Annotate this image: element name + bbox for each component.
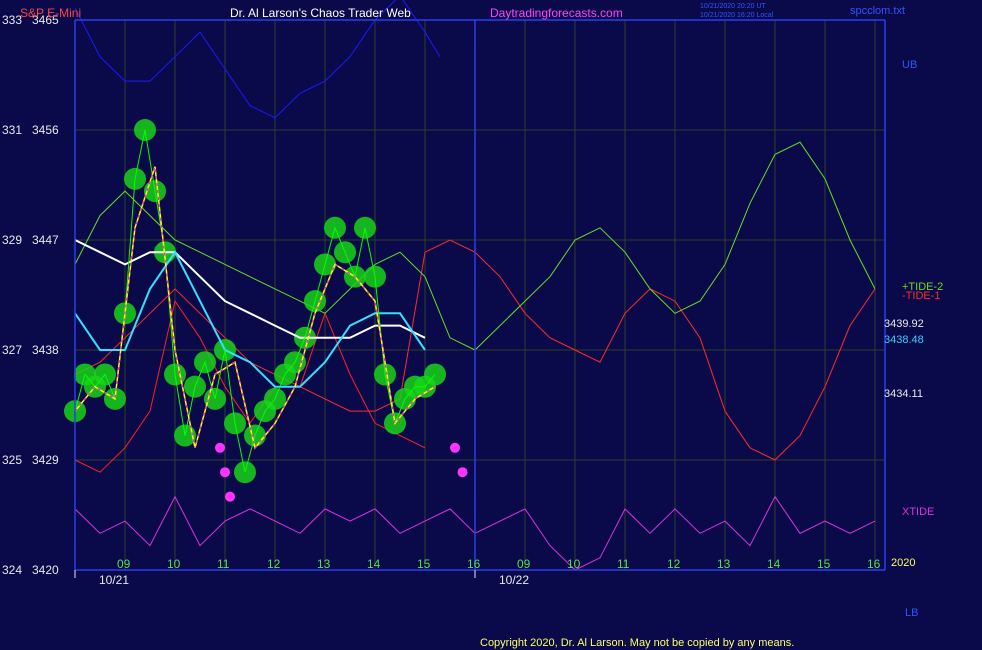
x-tick-label: 15 [817, 557, 831, 571]
year-label: 2020 [891, 557, 915, 569]
data-file-label: spcclom.txt [850, 5, 905, 17]
low-marker-dot [220, 467, 230, 478]
x-tick-label: 16 [867, 557, 881, 571]
series-line-upper-band [74, 0, 441, 119]
x-tick-label: 11 [217, 557, 230, 571]
x-tick-label: 11 [617, 557, 630, 571]
chart-title: Dr. Al Larson's Chaos Trader Web [230, 6, 411, 20]
low-marker-dot [215, 442, 225, 453]
series-line-price [74, 129, 436, 473]
x-tick-label: 10 [167, 557, 181, 571]
series-line-moving-average-long [74, 239, 426, 339]
x-tick-label: 13 [717, 557, 731, 571]
x-tick-label: 14 [767, 557, 781, 571]
timestamp-local: 10/21/2020 16:20 Local [700, 12, 774, 19]
x-tick-label: 12 [267, 557, 281, 571]
x-tick-label: 14 [367, 557, 381, 571]
value-label-2: 3438.48 [884, 334, 924, 346]
price-lines [74, 129, 436, 473]
series-line-smooth-overlay [74, 166, 436, 449]
series-line-moving-average-short [74, 250, 426, 388]
x-tick-label: 10 [567, 557, 581, 571]
lb-label: LB [905, 607, 918, 619]
value-label-3: 3434.11 [884, 388, 923, 400]
x-tick-label: 15 [417, 557, 431, 571]
y-tick-label-left: 325 [2, 453, 22, 467]
site-link[interactable]: Daytradingforecasts.com [490, 6, 623, 20]
y-tick-label-right: 3465 [32, 13, 59, 27]
copyright-notice: Copyright 2020, Dr. Al Larson. May not b… [480, 637, 794, 649]
tide1-label: -TIDE-1 [902, 290, 941, 302]
ub-label: UB [902, 59, 917, 71]
y-tick-label-right: 3429 [32, 453, 59, 467]
timestamp-ut: 10/21/2020 20:20 UT [700, 3, 766, 10]
y-tick-label-right: 3438 [32, 343, 59, 357]
x-tick-label: 09 [117, 557, 131, 571]
tide2-label: +TIDE-2 [902, 281, 943, 293]
x-tick-label: 13 [317, 557, 331, 571]
y-tick-label-right: 3456 [32, 123, 59, 137]
low-marker-dot [225, 491, 235, 502]
low-marker-dot [457, 467, 468, 478]
low-marker-dot [450, 442, 460, 453]
y-tick-label-left: 327 [2, 343, 22, 357]
y-tick-label-left: 324 [2, 563, 22, 577]
y-tick-label-left: 333 [2, 13, 22, 27]
date-label-2: 10/22 [499, 573, 529, 587]
x-tick-label: 16 [467, 557, 481, 571]
xtide-label: XTIDE [902, 506, 934, 518]
y-tick-label-right: 3447 [32, 233, 59, 247]
y-tick-label-right: 3420 [32, 563, 59, 577]
frame [74, 19, 886, 571]
date-label-1: 10/21 [99, 573, 129, 587]
labels: 333 3465 331 3456 329 3447 327 3438 325 3429 324 34… [2, 13, 881, 587]
value-label-1: 3439.92 [884, 318, 924, 330]
instrument-label: S&P E-Mini [20, 6, 81, 20]
x-tick-label: 12 [667, 557, 681, 571]
x-tick-label: 09 [517, 557, 531, 571]
y-tick-label-left: 331 [2, 123, 22, 137]
y-tick-label-left: 329 [2, 233, 22, 247]
